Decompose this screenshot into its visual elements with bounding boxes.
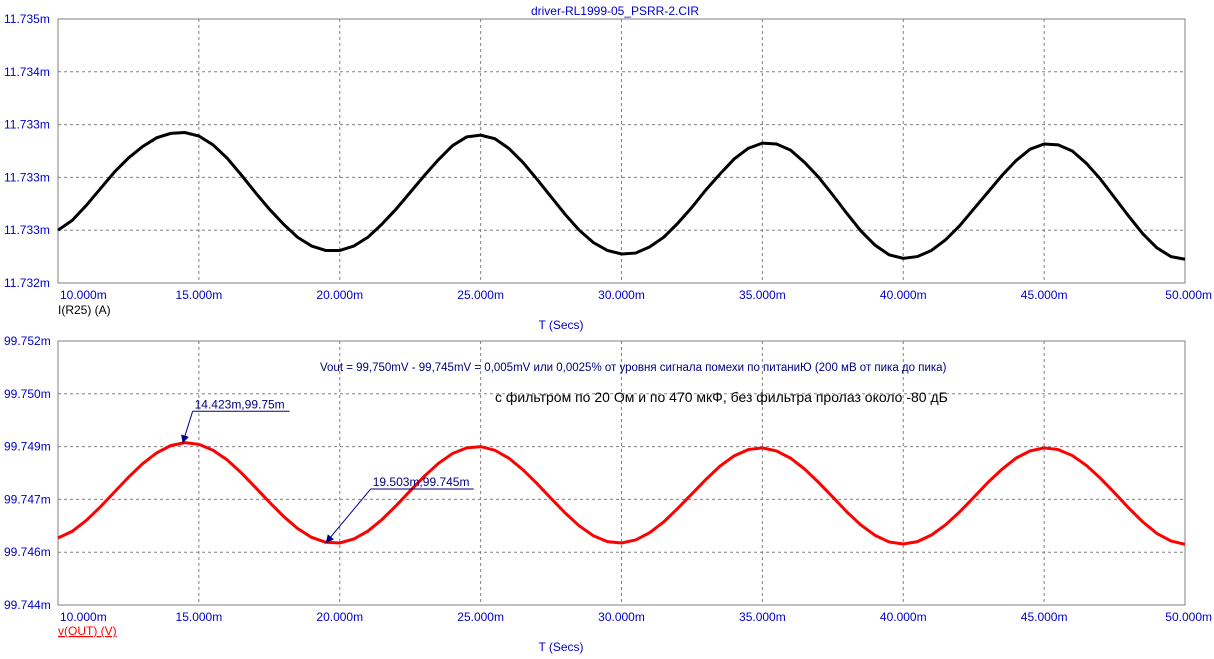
voltage-x-tick-label: 15.000m <box>176 610 223 624</box>
current-plot-y-ticks: 11.735m 11.734m 11.733m 11.733m 11.733m 11.73… <box>4 12 50 290</box>
current-y-tick-label: 11.733m <box>4 118 50 132</box>
voltage-note-psrr: Vout = 99,750mV - 99,745mV = 0,005mV или… <box>320 362 947 374</box>
chart-title: driver-RL1999-05_PSRR-2.CIR <box>531 4 699 18</box>
current-x-axis-label: T (Secs) <box>538 318 583 332</box>
voltage-x-tick-label: 40.000m <box>880 610 927 624</box>
current-y-tick-label: 11.733m <box>4 223 50 237</box>
annotation-leader-line <box>325 488 372 544</box>
voltage-y-tick-label: 99.749m <box>4 440 51 454</box>
current-y-tick-label: 11.732m <box>4 276 50 290</box>
current-x-tick-label: 15.000m <box>176 288 223 302</box>
voltage-note-filter: с фильтром по 20 Ом и по 470 мкФ, без фи… <box>495 389 948 405</box>
current-y-tick-label: 11.735m <box>4 12 50 26</box>
voltage-plot-panel: 99.752m 99.750m 99.749m 99.747m 99.746m 99.74… <box>4 334 1212 654</box>
voltage-plot-x-ticks: 10.000m 15.000m 20.000m 25.000m 30.000m 35.00… <box>60 610 1212 624</box>
annotation-label: 14.423m,99.75m <box>195 397 285 411</box>
annotation-arrowhead <box>181 434 189 444</box>
voltage-y-tick-label: 99.744m <box>4 598 51 612</box>
current-x-tick-label: 30.000m <box>598 288 645 302</box>
current-x-tick-label: 40.000m <box>880 288 927 302</box>
voltage-x-tick-label: 50.000m <box>1165 610 1212 624</box>
voltage-y-tick-label: 99.746m <box>4 545 51 559</box>
current-plot-panel: 11.735m 11.734m 11.733m 11.733m 11.733m 11.73… <box>4 12 1212 332</box>
voltage-x-tick-label: 30.000m <box>598 610 645 624</box>
voltage-x-tick-label: 20.000m <box>316 610 363 624</box>
current-plot-x-ticks: 10.000m 15.000m 20.000m 25.000m 30.000m 35.00… <box>60 288 1212 302</box>
current-plot-grid <box>58 19 1185 283</box>
voltage-x-tick-label: 10.000m <box>60 610 107 624</box>
voltage-trace-line <box>57 441 1186 546</box>
current-y-tick-label: 11.733m <box>4 170 50 184</box>
voltage-y-tick-label: 99.747m <box>4 492 51 506</box>
current-x-tick-label: 25.000m <box>457 288 504 302</box>
current-x-tick-label: 35.000m <box>739 288 786 302</box>
current-x-tick-label: 50.000m <box>1165 288 1212 302</box>
current-y-tick-label: 11.734m <box>4 65 50 79</box>
annotation-label: 19.503m,99.745m <box>373 475 470 489</box>
voltage-annotations: 14.423m,99.75m 19.503m,99.745m <box>181 397 474 544</box>
voltage-x-tick-label: 45.000m <box>1021 610 1068 624</box>
voltage-plot-y-ticks: 99.752m 99.750m 99.749m 99.747m 99.746m 99.74… <box>4 334 51 612</box>
current-x-tick-label: 45.000m <box>1021 288 1068 302</box>
voltage-plot-grid <box>58 341 1185 605</box>
current-trace-line <box>57 131 1186 261</box>
annotation-arrowhead <box>325 534 334 543</box>
voltage-x-tick-label: 25.000m <box>457 610 504 624</box>
voltage-y-tick-label: 99.752m <box>4 334 51 348</box>
current-x-tick-label: 10.000m <box>60 288 107 302</box>
voltage-series-label: v(OUT) (V) <box>58 624 117 638</box>
voltage-x-tick-label: 35.000m <box>739 610 786 624</box>
current-series-label: I(R25) (A) <box>58 303 111 317</box>
voltage-y-tick-label: 99.750m <box>4 387 51 401</box>
current-x-tick-label: 20.000m <box>316 288 363 302</box>
voltage-x-axis-label: T (Secs) <box>538 640 583 654</box>
